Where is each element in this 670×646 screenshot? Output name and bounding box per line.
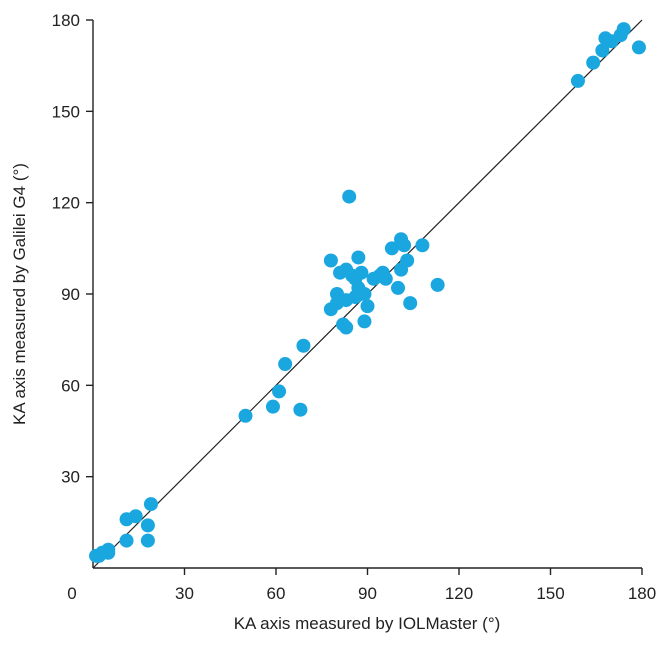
data-point (631, 40, 646, 55)
data-point (384, 241, 399, 256)
x-axis-title: KA axis measured by IOLMaster (°) (234, 614, 501, 633)
data-point (357, 314, 372, 329)
x-tick-label: 120 (445, 584, 473, 603)
data-point (339, 320, 354, 335)
data-point (143, 497, 158, 512)
y-axis-title: KA axis measured by Galilei G4 (°) (10, 163, 29, 425)
y-tick-label: 90 (61, 285, 80, 304)
data-point (140, 518, 155, 533)
data-point (238, 408, 253, 423)
data-point (128, 509, 143, 524)
data-point (360, 299, 375, 314)
y-tick-label: 60 (61, 376, 80, 395)
data-point (397, 238, 412, 253)
data-point (351, 250, 366, 265)
data-point (354, 265, 369, 280)
data-point (391, 280, 405, 295)
data-points (89, 22, 646, 563)
x-tick-label: 0 (67, 584, 76, 603)
data-point (296, 338, 311, 353)
data-point (570, 73, 585, 88)
data-point (357, 287, 372, 301)
y-tick-label: 180 (52, 11, 80, 30)
data-point (415, 238, 430, 253)
data-point (265, 399, 280, 414)
data-point (586, 55, 601, 70)
data-point (430, 277, 445, 292)
data-point (378, 271, 393, 286)
x-tick-label: 60 (267, 584, 286, 603)
data-point (323, 253, 338, 268)
y-tick-label: 30 (61, 468, 80, 487)
y-tick-label: 120 (52, 194, 80, 213)
data-point (403, 296, 418, 311)
axis-ticks: 0 30 60 90 120 150 180 30 60 90 120 150 180 (52, 11, 657, 603)
x-tick-label: 150 (536, 584, 564, 603)
data-point (616, 22, 631, 37)
data-point (101, 545, 116, 560)
data-point (278, 357, 293, 372)
data-point (400, 253, 415, 268)
data-point (272, 384, 287, 399)
data-point (119, 533, 134, 548)
x-tick-label: 30 (175, 584, 194, 603)
data-point (140, 533, 155, 548)
data-point (293, 402, 308, 417)
data-point (595, 43, 610, 58)
x-tick-label: 90 (358, 584, 377, 603)
data-point (342, 189, 357, 204)
plot-area: 0 30 60 90 120 150 180 30 60 90 120 150 180 (52, 11, 657, 603)
y-tick-label: 150 (52, 102, 80, 121)
x-tick-label: 180 (628, 584, 656, 603)
